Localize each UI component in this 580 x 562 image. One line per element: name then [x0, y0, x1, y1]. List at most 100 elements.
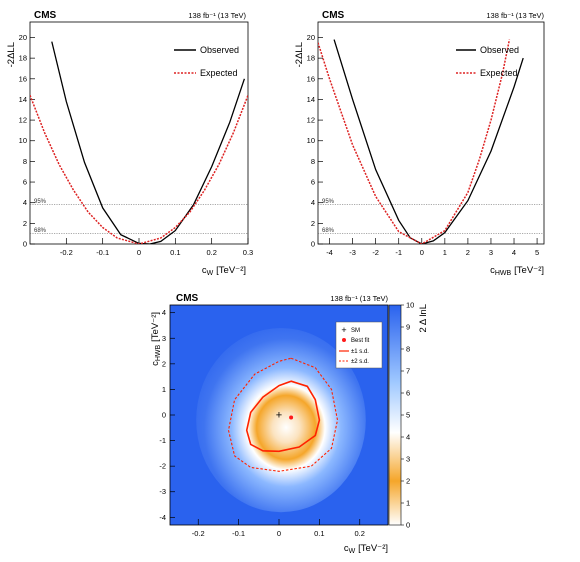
contour-2sd — [227, 357, 339, 472]
y-tick-label: 3 — [162, 334, 166, 343]
lumi-label: 138 fb⁻¹ (13 TeV) — [486, 11, 544, 20]
z-tick-label: 7 — [406, 367, 410, 376]
y-tick-label: 14 — [19, 95, 27, 104]
x-tick-label: 0 — [137, 248, 141, 257]
y-tick-label: 16 — [307, 74, 315, 83]
cl-label: 68% — [322, 228, 335, 234]
x-axis-ticks: -0.2 -0.1 0 0.1 0.2 — [192, 519, 365, 538]
y-tick-label: -1 — [159, 436, 166, 445]
y-tick-label: 6 — [23, 178, 27, 187]
y-axis-ticks: -4 -3 -2 -1 0 1 2 3 4 — [159, 308, 175, 522]
x-axis-ticks: -0.2 -0.1 0 0.1 0.2 0.3 — [60, 238, 253, 257]
color-scale-bar — [388, 304, 402, 526]
legend-label-observed: Observed — [200, 45, 239, 55]
marker-group: + — [276, 410, 294, 422]
z-tick-label: 2 — [406, 477, 410, 486]
x-tick-label: 0 — [277, 529, 281, 538]
y-tick-label: 10 — [19, 136, 27, 145]
x-tick-label: 1 — [443, 248, 447, 257]
legend-label-1sd: ±1 s.d. — [351, 349, 369, 355]
legend: + SM Best fit ±1 s.d. ±2 s.d. — [335, 321, 383, 369]
y-axis-label: -2ΔLL — [294, 42, 305, 67]
x-axis-ticks: -4 -3 -2 -1 0 1 2 3 4 5 — [326, 238, 539, 257]
y-tick-label: 8 — [311, 157, 315, 166]
cms-label: CMS — [176, 293, 199, 304]
x-tick-label: -3 — [349, 248, 356, 257]
series-line-observed — [333, 39, 524, 244]
y-axis-ticks: 0 2 4 6 8 10 12 14 16 18 20 — [307, 33, 323, 249]
x-tick-label: 3 — [489, 248, 493, 257]
y-tick-label: 0 — [23, 240, 27, 249]
x-tick-label: 0.1 — [314, 529, 324, 538]
y-tick-label: -2 — [159, 462, 166, 471]
legend: Observed Expected — [174, 45, 239, 78]
y-tick-label: -3 — [159, 487, 166, 496]
y-tick-label: 2 — [162, 359, 166, 368]
legend: Observed Expected — [456, 45, 519, 78]
y-tick-label: 12 — [307, 116, 315, 125]
contour-1sd — [245, 380, 321, 453]
cl-label: 68% — [34, 228, 47, 234]
y-tick-label: 14 — [307, 95, 315, 104]
x-tick-label: 0.1 — [170, 248, 180, 257]
cl-lines: 95% 68% — [318, 199, 544, 234]
cms-label: CMS — [34, 10, 57, 21]
plot-frame — [29, 21, 249, 245]
z-axis-ticks: 0 1 2 3 4 5 6 7 8 9 10 — [401, 301, 414, 530]
sm-marker: + — [276, 410, 282, 422]
cl-label: 95% — [34, 199, 47, 205]
z-tick-label: 10 — [406, 301, 414, 310]
y-tick-label: 8 — [23, 157, 27, 166]
z-tick-label: 1 — [406, 499, 410, 508]
x-tick-label: 0.3 — [243, 248, 253, 257]
y-tick-label: 2 — [311, 219, 315, 228]
legend-marker-sm: + — [341, 325, 346, 335]
y-tick-label: 4 — [23, 198, 27, 207]
x-tick-label: -1 — [395, 248, 402, 257]
x-tick-label: 0.2 — [355, 529, 365, 538]
lumi-label: 138 fb⁻¹ (13 TeV) — [330, 294, 388, 303]
x-tick-label: -2 — [372, 248, 379, 257]
z-axis-label: 2 Δ lnL — [418, 304, 429, 333]
y-tick-label: 1 — [162, 385, 166, 394]
legend-marker-best-fit — [342, 338, 346, 342]
plot-frame — [317, 21, 545, 245]
series-line-observed — [51, 41, 246, 244]
legend-label-observed: Observed — [480, 45, 519, 55]
legend-label-2sd: ±2 s.d. — [351, 359, 369, 365]
y-tick-label: 0 — [311, 240, 315, 249]
y-tick-label: 16 — [19, 74, 27, 83]
panel-cw-scan: 0 2 4 6 8 10 12 14 16 18 20 -0.2 -0.1 0 0.1 0.2 0.3 95%… — [6, 10, 253, 277]
series-line-expected — [30, 95, 248, 244]
z-tick-label: 4 — [406, 433, 410, 442]
z-tick-label: 6 — [406, 389, 410, 398]
y-tick-label: 0 — [162, 411, 166, 420]
x-tick-label: 5 — [535, 248, 539, 257]
y-axis-label: cHWB[TeV⁻²] — [150, 312, 162, 366]
y-axis-label: -2ΔLL — [6, 42, 17, 67]
x-tick-label: 0.2 — [206, 248, 216, 257]
y-tick-label: 18 — [19, 54, 27, 63]
legend-label-best-fit: Best fit — [351, 338, 370, 344]
z-tick-label: 5 — [406, 411, 410, 420]
panel-2d-scan: -4 -3 -2 -1 0 1 2 3 4 -0.2 -0.1 0 0.1 0.2 + 0 1 2 3 4 5 6 7… — [150, 293, 429, 555]
z-tick-label: 9 — [406, 323, 410, 332]
y-tick-label: 4 — [162, 308, 166, 317]
x-tick-label: 0 — [420, 248, 424, 257]
x-tick-label: 2 — [466, 248, 470, 257]
legend-box — [335, 321, 383, 369]
y-axis-ticks: 0 2 4 6 8 10 12 14 16 18 20 — [19, 33, 35, 249]
x-tick-label: -0.1 — [232, 529, 245, 538]
x-axis-label: cHWB [TeV⁻²] — [490, 265, 544, 277]
cl-lines: 95% 68% — [30, 199, 248, 234]
series-line-expected — [318, 39, 511, 244]
x-tick-label: -4 — [326, 248, 333, 257]
y-tick-label: 20 — [19, 33, 27, 42]
legend-label-sm: SM — [351, 328, 360, 334]
series-group — [318, 39, 524, 244]
heatmap-surface — [196, 328, 366, 513]
x-tick-label: -0.1 — [96, 248, 109, 257]
legend-label-expected: Expected — [200, 68, 238, 78]
y-tick-label: 10 — [307, 136, 315, 145]
